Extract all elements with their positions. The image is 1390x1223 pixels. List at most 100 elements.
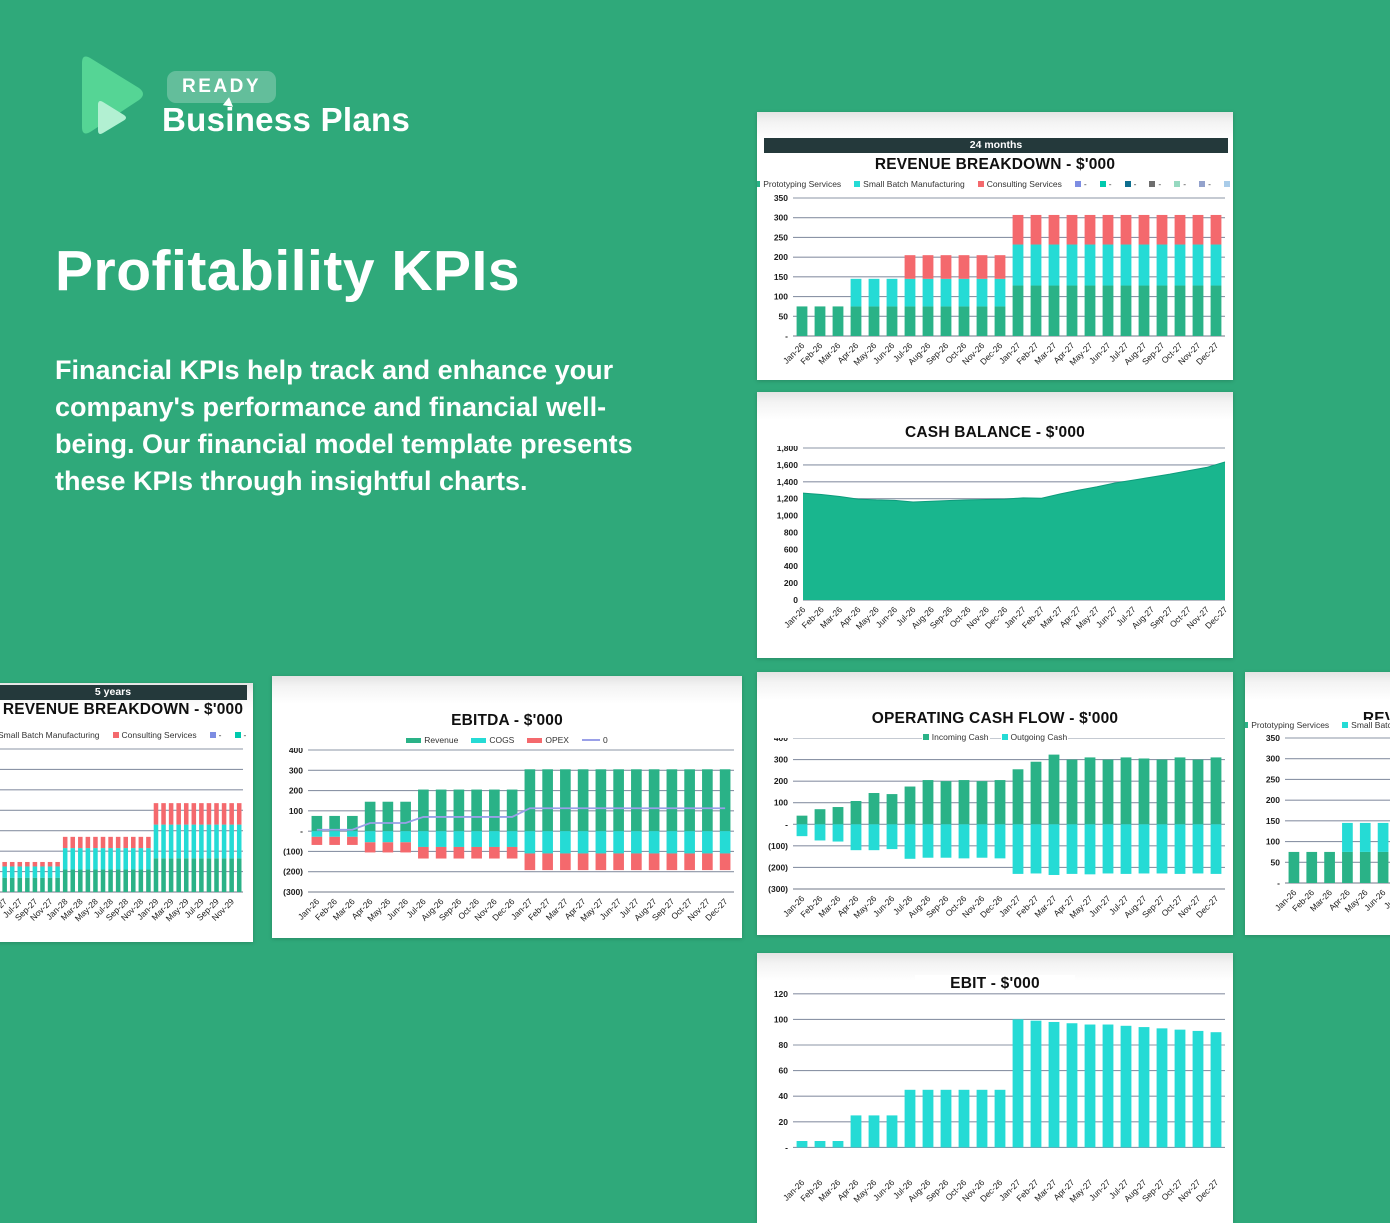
revenue-breakdown-5y-chart: 700600500400300200100-Jan-25Mar-25May-25… [0, 748, 243, 923]
svg-text:120: 120 [774, 989, 788, 999]
chart-title: REVENUE BREAKDOWN - $'000 [2, 701, 244, 718]
legend-item: Revenue [405, 735, 460, 745]
page-description: Financial KPIs help track and enhance yo… [55, 355, 633, 496]
legend-item: - [233, 730, 248, 740]
legend-item: Outgoing Cash [1000, 732, 1069, 742]
svg-text:(200): (200) [283, 867, 303, 877]
svg-text:200: 200 [774, 252, 788, 262]
chart-title: EBIT - $'000 [915, 975, 1075, 993]
play-logo-icon [82, 56, 143, 134]
legend-item: Small Batch Manufacturing [0, 730, 101, 740]
svg-text:350: 350 [774, 194, 788, 203]
operating-cash-flow-chart: 400300200100-(100)(200)(300)Jan-26Feb-26… [768, 738, 1225, 920]
svg-text:Jun-26: Jun-26 [874, 604, 900, 630]
svg-text:400: 400 [774, 738, 788, 743]
chart-title: CASH BALANCE - $'000 [905, 424, 1085, 441]
legend-item: - [1098, 179, 1113, 189]
svg-text:(200): (200) [768, 862, 788, 872]
page: { "brand": {"ready_label": "READY", "nam… [0, 50, 1390, 1223]
svg-text:200: 200 [784, 578, 798, 588]
legend-item: COGS [470, 735, 516, 745]
svg-text:200: 200 [774, 776, 788, 786]
brand-logo [75, 50, 147, 145]
svg-text:50: 50 [779, 311, 789, 321]
svg-text:150: 150 [1266, 816, 1280, 826]
svg-text:300: 300 [1266, 754, 1280, 764]
svg-text:100: 100 [774, 798, 788, 808]
svg-text:-: - [785, 331, 788, 341]
legend-item: - [1148, 179, 1163, 189]
svg-text:20: 20 [779, 1117, 789, 1127]
operating-cash-flow-card: OPERATING CASH FLOW - $'000 Incoming Cas… [757, 672, 1233, 935]
revenue-breakdown-5y-card: 5 years REVENUE BREAKDOWN - $'000 Protot… [0, 683, 253, 942]
svg-text:600: 600 [784, 544, 798, 554]
revenue-breakdown-24m-card: 24 months REVENUE BREAKDOWN - $'000 Prot… [757, 112, 1233, 380]
svg-text:-: - [1277, 878, 1280, 888]
svg-text:800: 800 [784, 527, 798, 537]
revenue-breakdown-right-card: REVENUE BREAKDOWN - $'000 Prototyping Se… [1245, 672, 1390, 935]
svg-text:-: - [300, 826, 303, 836]
svg-text:150: 150 [774, 272, 788, 282]
ready-badge: READY [167, 71, 277, 103]
svg-text:Jul-26: Jul-26 [1382, 887, 1390, 911]
svg-text:400: 400 [784, 561, 798, 571]
legend-item: OPEX [526, 735, 570, 745]
svg-text:1,600: 1,600 [777, 460, 799, 470]
chart-legend: Prototyping Services Small Batch Manufact… [757, 179, 1233, 189]
svg-text:Jun-27: Jun-27 [1094, 604, 1120, 630]
svg-text:250: 250 [1266, 774, 1280, 784]
chart-legend: Incoming Cash Outgoing Cash [757, 732, 1233, 742]
chart-title: REVENUE BREAKDOWN - $'000 [874, 156, 1116, 173]
legend-item: Consulting Services [976, 179, 1063, 189]
svg-text:1,200: 1,200 [777, 494, 799, 504]
chart-title: EBITDA - $'000 [451, 712, 563, 729]
svg-text:-: - [785, 1142, 788, 1152]
svg-text:100: 100 [774, 1014, 788, 1024]
revenue-breakdown-right-chart: 35030025020015010050-Jan-26Feb-26Mar-26A… [1266, 734, 1390, 914]
svg-text:1,000: 1,000 [777, 511, 799, 521]
ebitda-chart: 400300200100-(100)(200)(300)Jan-26Feb-26… [283, 748, 734, 923]
cash-balance-card: CASH BALANCE - $'000 1,800 1,600 1,400 1,20… [757, 392, 1233, 658]
period-band: 5 years [0, 685, 247, 700]
svg-text:1,400: 1,400 [777, 477, 799, 487]
legend-item: - [1198, 179, 1212, 189]
legend-item: - [1073, 179, 1088, 189]
legend-item: - [1123, 179, 1138, 189]
legend-item: 0 [580, 735, 609, 745]
svg-text:(100): (100) [768, 841, 788, 851]
legend-item: - [1222, 179, 1233, 189]
svg-text:60: 60 [779, 1066, 789, 1076]
ebit-card: EBIT - $'000 120 100 80 60 40 20- Jan-26 Feb-26… [757, 953, 1233, 1223]
svg-text:100: 100 [289, 806, 303, 816]
legend-item: Small Batch Manufacturing [853, 179, 966, 189]
legend-item: Prototyping Services [757, 179, 843, 189]
svg-text:200: 200 [289, 786, 303, 796]
svg-text:(300): (300) [283, 887, 303, 897]
period-band: 24 months [764, 138, 1228, 153]
ebitda-card: EBITDA - $'000 Revenue COGS OPEX 0 400 300 20… [272, 676, 742, 938]
svg-text:-: - [785, 819, 788, 829]
svg-text:1,800: 1,800 [777, 446, 799, 453]
svg-text:300: 300 [774, 755, 788, 765]
brand-name: Business Plans [162, 101, 411, 138]
svg-text:100: 100 [774, 292, 788, 302]
svg-text:50: 50 [1271, 857, 1281, 867]
chart-legend: Prototyping Services Small Batch Manufact… [1245, 720, 1390, 730]
legend-item: - [208, 730, 223, 740]
svg-text:300: 300 [289, 765, 303, 775]
svg-text:(300): (300) [768, 884, 788, 894]
svg-text:100: 100 [1266, 837, 1280, 847]
legend-item: Small Batch Manufacturing [1341, 720, 1390, 730]
page-title: Profitability KPIs [55, 239, 521, 303]
svg-text:(100): (100) [283, 846, 303, 856]
svg-text:80: 80 [779, 1040, 789, 1050]
legend-item: - [1173, 179, 1188, 189]
svg-text:40: 40 [779, 1091, 789, 1101]
svg-text:400: 400 [289, 748, 303, 755]
legend-item: Prototyping Services [1245, 720, 1331, 730]
svg-text:0: 0 [793, 595, 798, 605]
svg-text:200: 200 [1266, 795, 1280, 805]
svg-text:250: 250 [774, 232, 788, 242]
legend-item: Incoming Cash [921, 732, 990, 742]
